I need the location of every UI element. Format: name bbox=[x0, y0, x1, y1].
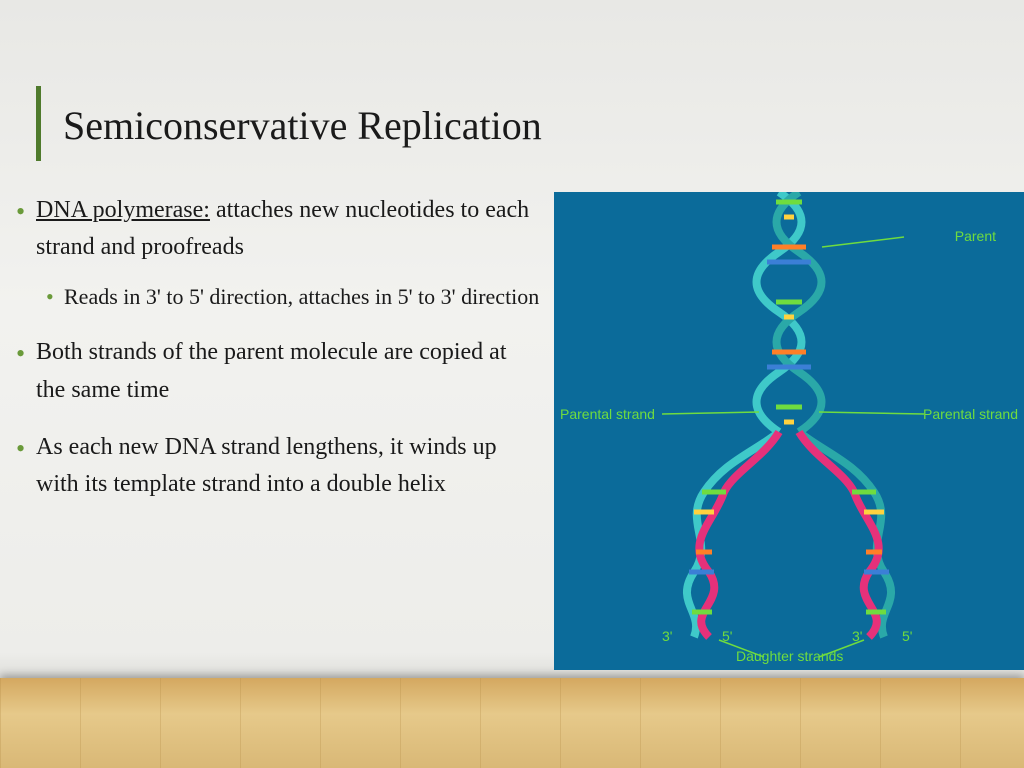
floor-background bbox=[0, 678, 1024, 768]
label-3prime-l1: 3' bbox=[662, 628, 672, 644]
label-5prime-l1: 5' bbox=[722, 628, 732, 644]
bullet-3: As each new DNA strand lengthens, it win… bbox=[10, 429, 540, 503]
title-block: Semiconservative Replication bbox=[36, 86, 542, 161]
parent-helix bbox=[757, 192, 822, 432]
sub-bullet-1: Reads in 3' to 5' direction, attaches in… bbox=[36, 280, 540, 314]
bullet-1-term: DNA polymerase: bbox=[36, 197, 210, 223]
dna-svg bbox=[554, 192, 1024, 670]
label-5prime-r1: 5' bbox=[902, 628, 912, 644]
slide-title: Semiconservative Replication bbox=[63, 86, 542, 161]
label-3prime-r1: 3' bbox=[852, 628, 862, 644]
label-daughter: Daughter strands bbox=[736, 648, 843, 664]
label-parent: Parent bbox=[955, 228, 996, 244]
title-accent-bar bbox=[36, 86, 41, 161]
label-parental-right: Parental strand bbox=[923, 406, 1018, 422]
content-area: DNA polymerase: attaches new nucleotides… bbox=[10, 192, 540, 523]
bullet-1: DNA polymerase: attaches new nucleotides… bbox=[10, 192, 540, 314]
replication-fork bbox=[687, 432, 891, 637]
bullet-2: Both strands of the parent molecule are … bbox=[10, 334, 540, 408]
dna-diagram: Parent Parental strand Parental strand D… bbox=[554, 192, 1024, 670]
bullet-list: DNA polymerase: attaches new nucleotides… bbox=[10, 192, 540, 503]
label-parental-left: Parental strand bbox=[560, 406, 655, 422]
sub-bullet-list: Reads in 3' to 5' direction, attaches in… bbox=[36, 280, 540, 314]
